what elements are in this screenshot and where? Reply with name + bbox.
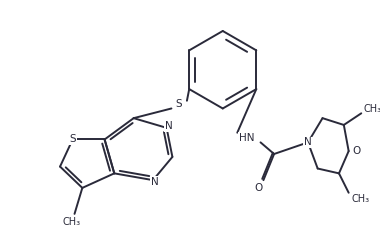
Text: S: S xyxy=(69,135,76,144)
Text: S: S xyxy=(176,99,182,109)
Text: CH₃: CH₃ xyxy=(63,217,81,227)
Text: O: O xyxy=(255,183,263,193)
Text: CH₃: CH₃ xyxy=(351,194,369,203)
Text: O: O xyxy=(352,146,361,156)
Text: CH₃: CH₃ xyxy=(364,105,380,114)
Text: HN: HN xyxy=(239,133,255,142)
Text: N: N xyxy=(165,121,173,131)
Text: N: N xyxy=(151,177,159,187)
Text: N: N xyxy=(304,137,312,147)
